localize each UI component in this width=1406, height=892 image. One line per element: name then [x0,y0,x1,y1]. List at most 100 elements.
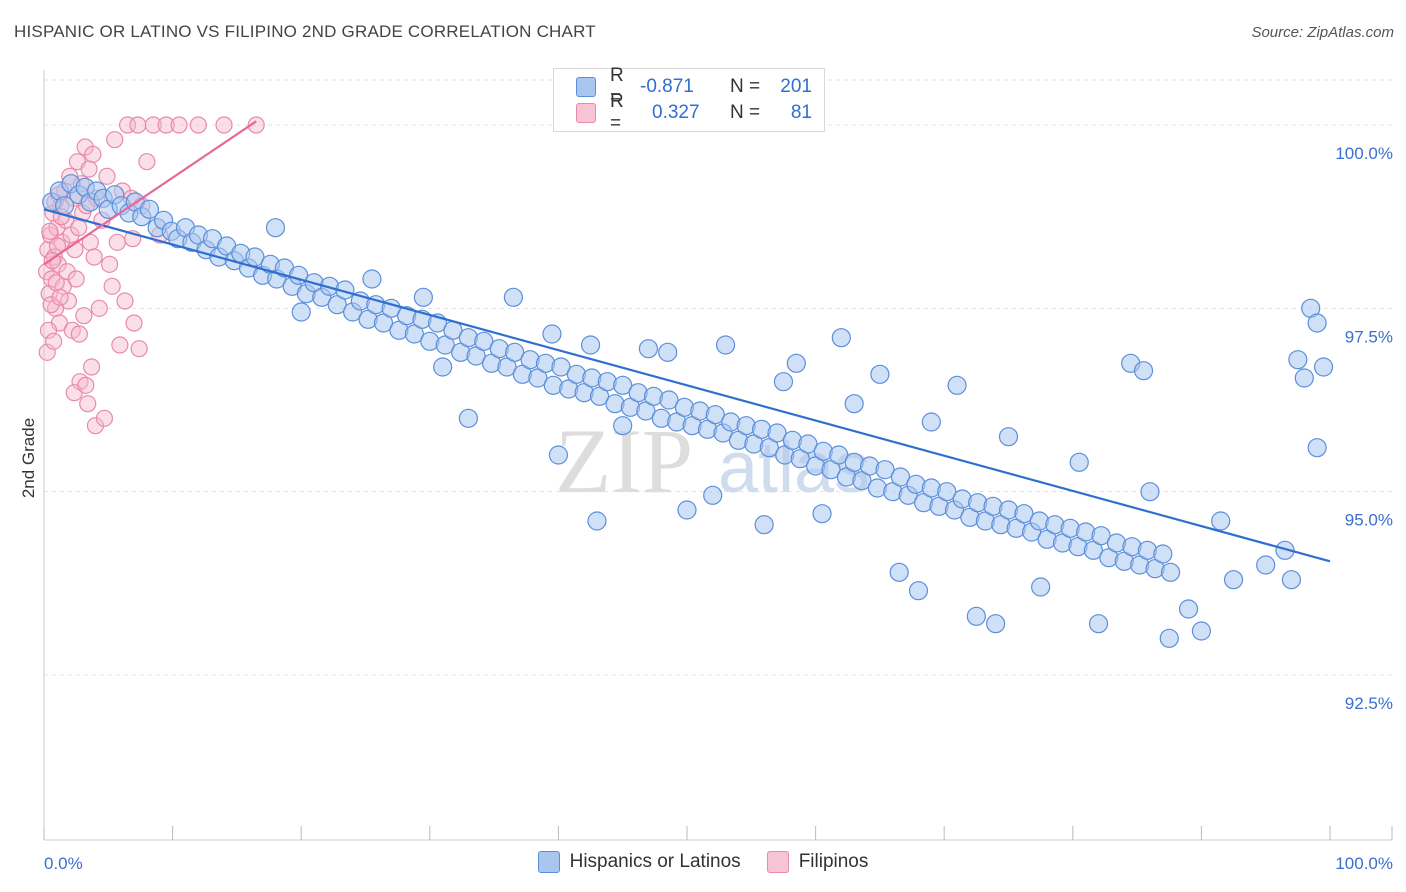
hispanics-point [1069,452,1089,472]
filipinos-point [111,336,129,354]
r-value: 0.327 [652,102,700,123]
hispanics-point [921,412,941,432]
hispanics-point [1313,357,1334,377]
hispanics-point [947,375,967,395]
legend-label: Filipinos [798,851,869,872]
hispanics-point [1031,577,1051,597]
hispanics-point [638,339,659,359]
filipinos-point [39,321,58,339]
filipinos-point [247,116,265,134]
hispanics-point [1091,526,1111,546]
filipinos-point [45,332,63,350]
hispanics-point [1307,313,1327,333]
filipinos-point [138,153,156,171]
filipinos-point [84,145,102,163]
correlation-legend: R = -0.871 N = 201 R = 0.327 N = 81 [553,65,825,134]
hispanics-point [998,427,1019,447]
hispanics-point [503,287,523,307]
hispanics-point [1160,562,1181,582]
y-tick-label: 97.5% [1345,327,1393,346]
filipinos-trend-line [43,120,257,266]
filipinos-point [157,116,175,134]
r-label: R = [610,91,624,134]
hispanics-point [548,445,569,465]
hispanics-point [551,357,571,377]
axes: 92.5% 95.0% 97.5% 100.0% 0.0% 100.0% [43,70,1393,873]
hispanics-point [844,394,864,414]
filipinos-point [67,270,85,288]
hispanics-point [1281,570,1302,590]
hispanics-point [658,342,678,362]
hispanics-point [966,606,986,626]
filipinos-point [80,160,98,178]
hispanics-point [413,287,433,307]
hispanics-point [1159,628,1179,648]
filipinos-point [42,296,60,314]
x-tick-label: 0.0% [44,854,83,873]
filipinos-point [82,358,101,376]
filipinos-points [37,116,265,435]
hispanics-point [889,562,909,582]
source-label: Source: ZipAtlas.com [1251,24,1394,41]
hispanics-point [139,199,160,219]
hispanics-points [42,174,1334,648]
hispanics-point [433,357,453,377]
n-label: N = [730,102,761,123]
filipinos-point [47,274,65,292]
r-value: -0.871 [640,76,694,97]
filipinos-point [85,248,103,266]
hispanics-point [1223,570,1244,590]
filipinos-point [116,292,134,310]
hispanics-point [773,372,794,392]
hispanics-point [767,423,787,443]
hispanics-point [1140,482,1160,502]
hispanics-point [1288,350,1308,370]
hispanics-point [986,614,1006,634]
legend-item-hispanics[interactable]: Hispanics or Latinos [537,851,741,873]
hispanics-point [812,504,832,524]
hispanics-point [1275,540,1295,560]
filipinos-point [170,116,188,134]
hispanics-point [1191,621,1212,641]
n-label: N = [730,76,761,97]
hispanics-point [677,500,697,520]
hispanics-point [1256,555,1276,575]
filipinos-point [129,116,147,134]
hispanics-point [580,335,601,355]
filipinos-point [58,263,76,281]
hispanics-point [875,460,895,480]
filipinos-point [90,299,108,317]
y-axis-label: 2nd Grade [19,418,38,498]
hispanics-point [613,375,633,395]
legend-item-filipinos[interactable]: Filipinos [766,851,869,873]
hispanics-point [362,269,382,289]
hispanics-point [613,416,633,436]
filipinos-point [125,314,143,332]
filipinos-point [70,219,88,237]
filipinos-swatch [576,103,596,123]
y-tick-label: 100.0% [1335,144,1393,163]
hispanics-point [1294,368,1314,388]
grid-lines [44,79,1395,676]
hispanics-point [542,324,562,344]
filipinos-point [189,116,207,134]
hispanics-point [1307,438,1327,458]
filipinos-point [103,277,121,295]
hispanics-trend-line [43,208,1331,563]
filipinos-point [130,340,148,358]
hispanics-point [705,405,725,425]
filipinos-point [75,307,93,325]
hispanics-legend-swatch [537,851,560,873]
hispanics-point [505,342,525,362]
hispanics-point [587,511,607,531]
filipinos-point [98,167,116,185]
hispanics-point [291,302,311,322]
y-tick-label: 95.0% [1345,511,1393,530]
filipinos-point [70,325,88,343]
filipinos-point [51,288,69,306]
filipinos-point [215,116,233,134]
hispanics-point [754,515,774,535]
n-value: 81 [790,102,812,123]
hispanics-point [908,581,929,601]
